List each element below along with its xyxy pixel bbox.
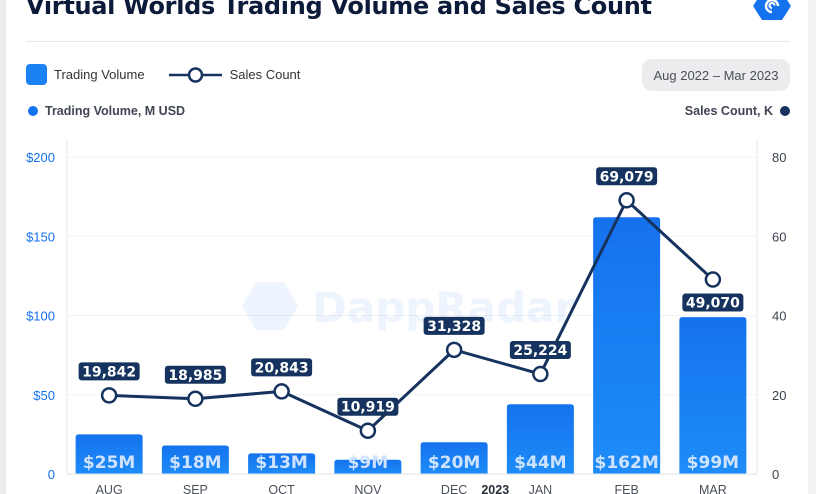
- sales-point-jan: [532, 365, 549, 383]
- sales-label-box: [509, 341, 571, 360]
- chart-legend: Trading Volume Sales Count: [26, 64, 324, 85]
- bar-aug: [75, 434, 143, 474]
- bar-value-label: $9M: [348, 453, 389, 473]
- right-axis-dot-icon: [780, 106, 790, 116]
- bar-value-label: $20M: [428, 453, 480, 473]
- bar-value-label: $25M: [83, 453, 135, 473]
- bar-mar: [679, 317, 747, 474]
- sales-label-box: [423, 316, 485, 335]
- sales-value-label: 20,843: [251, 358, 313, 377]
- bar-value-label: $99M: [687, 453, 739, 473]
- sales-point-feb: [618, 192, 635, 209]
- x-axis-label-mar: MAR: [699, 483, 727, 494]
- left-axis-tick-label: 0: [48, 467, 55, 482]
- chart-title: Virtual Worlds Trading Volume and Sales …: [26, 0, 652, 20]
- sales-value-label: 69,079: [596, 167, 658, 186]
- sales-label-text: 18,985: [168, 368, 222, 384]
- left-axis-tick-label: $150: [26, 229, 55, 244]
- dappradar-logo-icon: [753, 0, 791, 20]
- right-axis-tick-label: 80: [772, 150, 786, 165]
- date-range-selector[interactable]: Aug 2022 – Mar 2023: [642, 59, 790, 91]
- left-axis-dot-icon: [28, 106, 38, 116]
- watermark: DappRadar: [242, 282, 575, 332]
- year-marker-label: 2023: [481, 483, 509, 494]
- right-axis-title: Sales Count, K: [685, 104, 790, 118]
- right-axis-title-text: Sales Count, K: [684, 104, 773, 118]
- sales-value-label: 10,919: [337, 397, 399, 416]
- sales-point-dec: [445, 341, 463, 359]
- sales-value-label: 18,985: [164, 365, 226, 384]
- bar-nov: [334, 459, 402, 474]
- left-axis-tick-label: $100: [26, 309, 55, 324]
- sales-count-line: [109, 198, 714, 433]
- legend-bar-swatch: [26, 64, 47, 85]
- sales-label-box: [337, 397, 399, 416]
- left-axis-tick-label: $200: [26, 150, 55, 165]
- right-axis-tick-label: 0: [772, 467, 779, 482]
- sales-label-text: 31,328: [427, 319, 481, 335]
- right-axis-tick-label: 60: [772, 229, 786, 244]
- sales-point-aug: [100, 387, 118, 404]
- sales-label-box: [682, 293, 744, 312]
- bar-sep: [161, 445, 229, 474]
- x-axis-label-nov: NOV: [354, 483, 382, 494]
- bar-jan: [506, 404, 574, 474]
- left-axis-tick-label: $50: [33, 388, 55, 403]
- sales-point-oct: [273, 383, 290, 400]
- sales-label-box: [251, 358, 313, 377]
- sales-point-mar: [704, 271, 722, 288]
- bar-dec: [420, 442, 488, 474]
- left-axis-title: Trading Volume, M USD: [28, 104, 185, 118]
- right-edge-border: [808, 0, 816, 494]
- x-axis-label-sep: SEP: [183, 483, 208, 494]
- right-axis-tick-label: 40: [772, 309, 786, 324]
- sales-label-text: 20,843: [255, 360, 309, 376]
- sales-label-text: 49,070: [686, 296, 740, 312]
- left-axis-title-text: Trading Volume, M USD: [45, 104, 186, 118]
- sales-label-text: 10,919: [341, 400, 395, 416]
- x-axis-label-aug: AUG: [96, 483, 123, 494]
- bar-value-label: $162M: [595, 453, 659, 473]
- bar-oct: [248, 453, 316, 474]
- sales-label-box: [596, 167, 658, 186]
- sales-value-label: 19,842: [78, 362, 140, 381]
- right-axis-tick-label: 20: [772, 388, 786, 403]
- legend-line-swatch: [168, 66, 222, 83]
- legend-sales-count: Sales Count: [229, 67, 301, 82]
- header-divider: [26, 41, 790, 42]
- sales-label-box: [78, 362, 140, 381]
- bar-value-label: $18M: [169, 453, 221, 473]
- x-axis-label-dec: DEC: [441, 483, 467, 494]
- sales-label-text: 19,842: [82, 364, 136, 380]
- sales-label-text: 69,079: [600, 169, 654, 185]
- sales-label-text: 25,224: [513, 343, 567, 359]
- sales-label-box: [164, 365, 226, 384]
- legend-trading-volume: Trading Volume: [54, 67, 145, 82]
- sales-value-label: 31,328: [423, 316, 485, 335]
- bar-feb: [593, 217, 661, 475]
- sales-point-nov: [359, 422, 377, 439]
- x-axis-label-jan: JAN: [529, 483, 553, 494]
- sales-point-sep: [187, 390, 204, 408]
- bar-value-label: $13M: [255, 453, 307, 473]
- bar-value-label: $44M: [514, 453, 566, 473]
- left-edge-border: [0, 0, 6, 494]
- x-axis-label-feb: FEB: [614, 483, 638, 494]
- x-axis-label-oct: OCT: [268, 483, 295, 494]
- sales-value-label: 25,224: [509, 341, 571, 360]
- watermark-logo-icon: [242, 282, 298, 330]
- sales-value-label: 49,070: [682, 293, 744, 312]
